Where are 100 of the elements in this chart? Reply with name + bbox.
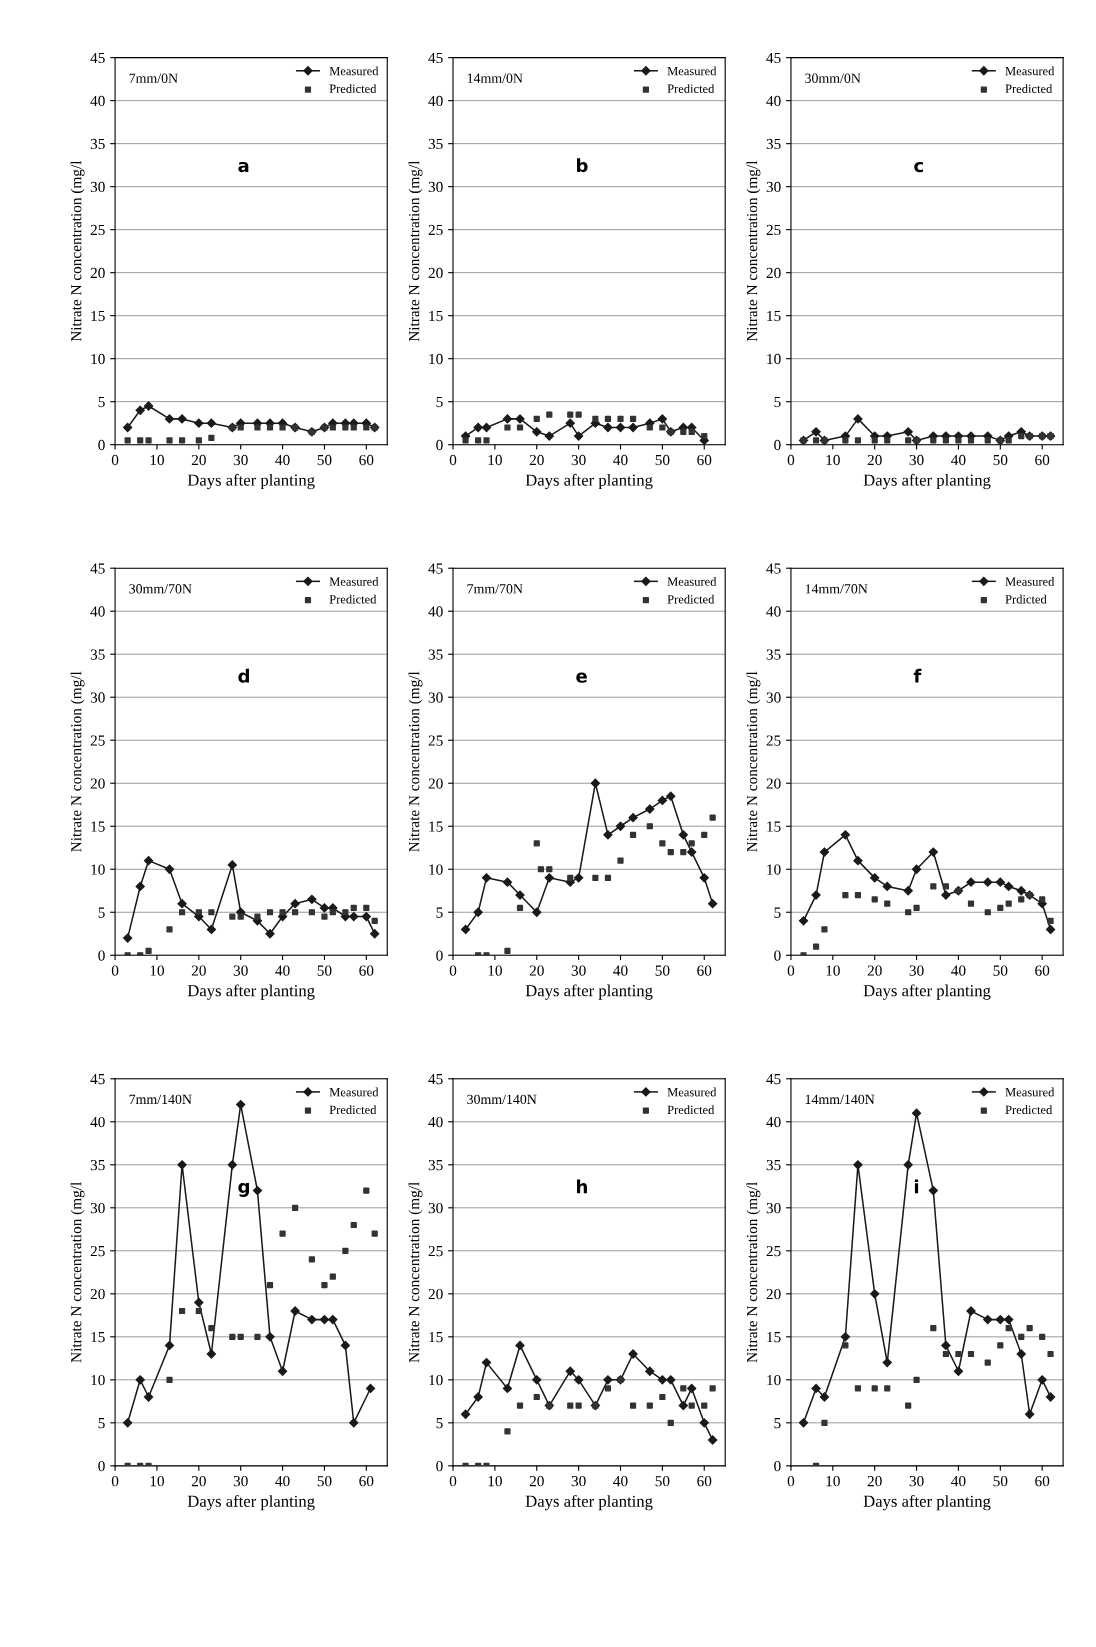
legend-label: Measured [667,577,717,586]
y-tick-label: 5 [774,907,781,918]
y-tick-label: 30 [90,692,105,703]
x-axis-title: Days after planting [187,473,315,490]
y-tick-label: 10 [91,864,105,875]
x-axis-title: Days after planting [525,1494,653,1511]
y-tick-label: 15 [91,821,105,832]
x-tick-label: 0 [111,1475,119,1487]
y-axis-title: Nitrate N concentration (mg/l [70,160,85,342]
x-tick-label: 10 [488,454,502,466]
y-tick-label: 0 [98,439,105,451]
y-tick-label: 30 [90,181,105,193]
y-tick-label: 25 [90,1245,105,1257]
y-tick-label: 45 [428,52,443,64]
y-axis-title: Nitrate N concentration (mg/l [746,1182,761,1363]
legend-label: Measured [329,66,379,76]
y-tick-label: 25 [90,224,105,236]
y-tick-label: 20 [428,1288,443,1300]
y-tick-label: 45 [766,563,781,574]
x-tick-label: 0 [449,965,457,976]
y-tick-label: 20 [90,267,105,279]
x-tick-label: 50 [993,454,1008,466]
y-tick-label: 15 [429,310,443,322]
y-tick-label: 30 [766,1202,781,1214]
y-tick-label: 10 [429,864,443,875]
x-tick-label: 40 [275,454,290,466]
y-tick-label: 40 [428,1116,443,1128]
x-axis-title: Days after planting [863,984,991,1000]
legend-label: Predicted [1005,84,1053,93]
y-tick-label: 45 [90,1074,105,1085]
annotation: h [577,1179,587,1194]
y-tick-label: 35 [428,138,443,150]
x-axis-title: Days after planting [525,473,653,490]
y-tick-label: 25 [766,1245,781,1257]
x-tick-label: 0 [787,1475,795,1487]
y-tick-label: 45 [90,52,105,64]
y-tick-label: 40 [90,95,105,107]
y-tick-label: 20 [766,1288,781,1300]
y-tick-label: 40 [766,1116,781,1128]
x-tick-label: 30 [571,454,586,466]
legend-label: Predicted [329,84,377,93]
x-tick-label: 30 [909,454,924,466]
legend-label: Predicted [329,594,377,604]
x-tick-label: 60 [359,454,374,466]
annotation: g [238,1182,249,1197]
y-tick-label: 5 [774,396,781,408]
y-tick-label: 30 [428,181,443,193]
annotation: 7mm/140N [129,1094,192,1105]
y-tick-label: 5 [98,1418,105,1429]
x-tick-label: 10 [150,965,165,976]
x-tick-label: 20 [867,965,882,976]
y-tick-label: 20 [766,778,781,789]
y-tick-label: 25 [428,1245,443,1257]
y-tick-label: 10 [767,353,781,365]
y-tick-label: 45 [766,1074,781,1085]
y-tick-label: 25 [428,224,443,236]
x-tick-label: 20 [529,454,544,466]
x-tick-label: 0 [111,454,119,466]
annotation: 7mm/70N [467,584,523,594]
x-tick-label: 10 [826,965,840,976]
x-tick-label: 60 [1035,1475,1050,1487]
x-tick-label: 10 [488,1475,502,1487]
x-tick-label: 0 [449,1475,457,1487]
y-tick-label: 35 [766,1159,781,1171]
x-tick-label: 10 [150,454,165,466]
y-tick-label: 35 [428,649,443,660]
y-tick-label: 35 [90,649,105,660]
x-tick-label: 60 [697,965,712,976]
x-tick-label: 20 [867,454,882,466]
x-tick-label: 10 [488,965,502,976]
y-tick-label: 30 [428,692,443,703]
annotation: 7mm/0N [129,73,178,83]
y-tick-label: 20 [90,778,105,789]
x-tick-label: 50 [655,1475,670,1487]
y-tick-label: 10 [429,1374,443,1386]
x-tick-label: 30 [909,1475,924,1487]
annotation: 14mm/70N [805,584,868,594]
y-tick-label: 0 [774,950,781,961]
x-tick-label: 40 [951,965,966,976]
x-tick-label: 30 [909,965,924,976]
y-tick-label: 30 [428,1202,443,1214]
x-tick-label: 50 [993,965,1008,976]
x-tick-label: 30 [571,965,586,976]
x-tick-label: 50 [655,965,670,976]
y-axis-title: Nitrate N concentration (mg/l [408,1182,423,1363]
x-tick-label: 20 [867,1475,882,1487]
annotation: b [577,158,588,173]
x-tick-label: 40 [613,454,628,466]
annotation: 14mm/0N [467,73,523,83]
legend-label: Measured [667,1087,717,1097]
y-axis-title: Nitrate N concentration (mg/l [70,671,85,852]
y-tick-label: 40 [90,606,105,617]
annotation: d [238,668,249,683]
legend-label: Measured [329,577,379,586]
x-axis-title: Days after planting [187,984,315,1000]
y-tick-label: 35 [90,1159,105,1171]
y-tick-label: 5 [98,907,105,918]
y-tick-label: 15 [767,821,781,832]
annotation: 30mm/140N [467,1094,537,1105]
legend-label: Predicted [667,1105,715,1115]
